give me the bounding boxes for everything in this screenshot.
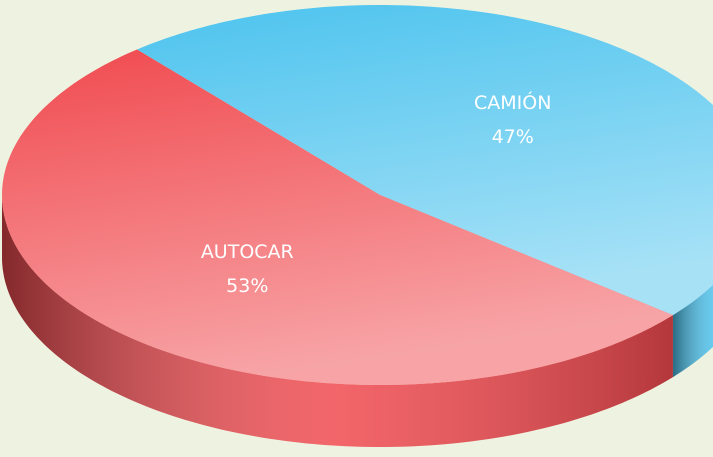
pie-sides <box>2 195 713 447</box>
pie-slice-shine <box>2 49 673 385</box>
value-label: 53% <box>226 275 268 297</box>
data-labels: CAMIÓN 47% AUTOCAR 53% <box>201 90 552 297</box>
category-label: CAMIÓN <box>474 90 551 114</box>
pie-side-shade <box>2 195 673 447</box>
pie-slice-shine <box>137 5 713 316</box>
value-label: 47% <box>492 126 534 148</box>
pie-tops <box>2 5 713 385</box>
pie-side-shade <box>672 284 713 378</box>
category-label: AUTOCAR <box>201 241 294 263</box>
